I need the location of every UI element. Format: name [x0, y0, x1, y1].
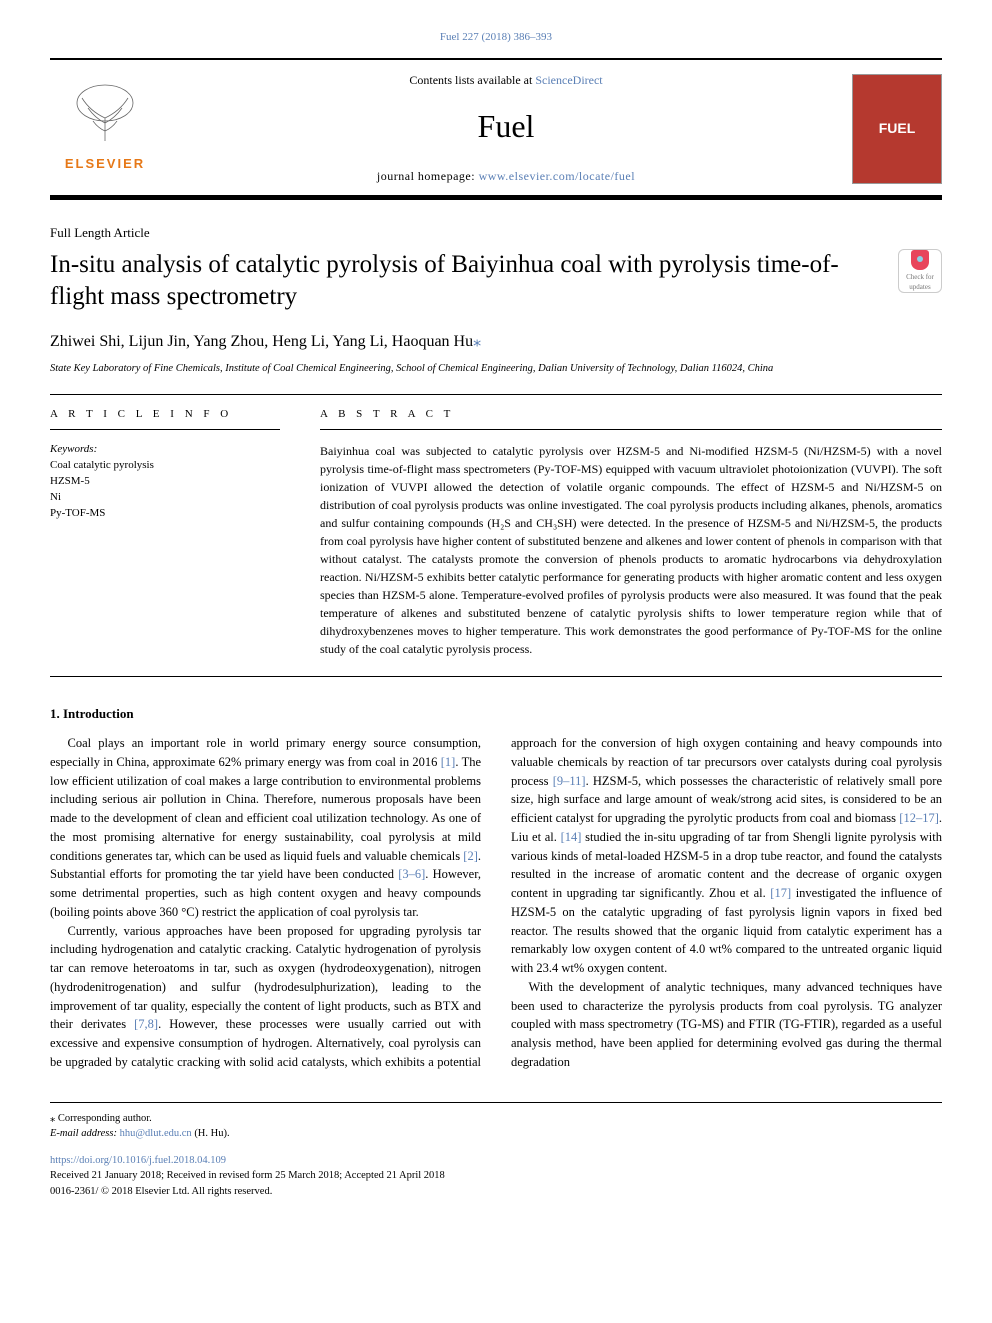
ref-link[interactable]: [12–17] [899, 811, 939, 825]
homepage-prefix: journal homepage: [377, 169, 479, 183]
corresponding-author-note: ⁎ Corresponding author. [50, 1111, 942, 1126]
body-span: . The low efficient utilization of coal … [50, 755, 481, 863]
crossmark-icon [911, 250, 929, 270]
body-span: Currently, various approaches have been … [50, 924, 481, 1032]
homepage-link[interactable]: www.elsevier.com/locate/fuel [479, 169, 636, 183]
sciencedirect-link[interactable]: ScienceDirect [535, 73, 602, 87]
ref-link[interactable]: [9–11] [553, 774, 586, 788]
ref-link[interactable]: [2] [463, 849, 478, 863]
doi-link[interactable]: https://doi.org/10.1016/j.fuel.2018.04.1… [50, 1155, 226, 1166]
publisher-logo: ELSEVIER [50, 74, 160, 184]
contents-line: Contents lists available at ScienceDirec… [160, 72, 852, 89]
check-updates-badge[interactable]: Check for updates [898, 249, 942, 293]
ref-link[interactable]: [1] [441, 755, 456, 769]
authors-text: Zhiwei Shi, Lijun Jin, Yang Zhou, Heng L… [50, 333, 473, 350]
top-citation-link[interactable]: Fuel 227 (2018) 386–393 [440, 31, 552, 43]
journal-name: Fuel [160, 103, 852, 149]
keyword: Ni [50, 490, 280, 506]
affiliation: State Key Laboratory of Fine Chemicals, … [50, 361, 942, 376]
abstract: A B S T R A C T Baiyinhua coal was subje… [320, 407, 942, 658]
body-text: Coal plays an important role in world pr… [50, 734, 942, 1072]
info-abstract-block: A R T I C L E I N F O Keywords: Coal cat… [50, 394, 942, 677]
article-title: In-situ analysis of catalytic pyrolysis … [50, 249, 878, 314]
badge-label: Check for updates [899, 272, 941, 292]
contents-prefix: Contents lists available at [409, 73, 535, 87]
ref-link[interactable]: [7,8] [134, 1017, 158, 1031]
email-link[interactable]: hhu@dlut.edu.cn [120, 1128, 192, 1139]
homepage-line: journal homepage: www.elsevier.com/locat… [160, 168, 852, 185]
top-citation: Fuel 227 (2018) 386–393 [50, 30, 942, 46]
publisher-brand: ELSEVIER [65, 155, 145, 174]
article-info: A R T I C L E I N F O Keywords: Coal cat… [50, 407, 280, 658]
email-suffix: (H. Hu). [192, 1128, 230, 1139]
email-label: E-mail address: [50, 1128, 120, 1139]
journal-cover: FUEL [852, 74, 942, 184]
abstract-heading: A B S T R A C T [320, 407, 942, 430]
doi-line: https://doi.org/10.1016/j.fuel.2018.04.1… [50, 1153, 942, 1168]
info-heading: A R T I C L E I N F O [50, 407, 280, 430]
article-history: Received 21 January 2018; Received in re… [50, 1168, 942, 1183]
ref-link[interactable]: [14] [561, 830, 582, 844]
journal-header: ELSEVIER Contents lists available at Sci… [50, 58, 942, 200]
keyword: HZSM-5 [50, 474, 280, 490]
section-heading: 1. Introduction [50, 705, 942, 724]
article-type: Full Length Article [50, 224, 942, 243]
keywords-label: Keywords: [50, 442, 280, 458]
footnotes: ⁎ Corresponding author. E-mail address: … [50, 1102, 942, 1141]
corresponding-mark[interactable]: ⁎ [473, 333, 481, 350]
ref-link[interactable]: [17] [770, 886, 791, 900]
elsevier-tree-icon [70, 83, 140, 151]
keyword: Py-TOF-MS [50, 506, 280, 522]
body-span: With the development of analytic techniq… [511, 980, 942, 1069]
body-span: Coal plays an important role in world pr… [50, 736, 481, 769]
author-list: Zhiwei Shi, Lijun Jin, Yang Zhou, Heng L… [50, 330, 942, 353]
email-line: E-mail address: hhu@dlut.edu.cn (H. Hu). [50, 1126, 942, 1141]
copyright: 0016-2361/ © 2018 Elsevier Ltd. All righ… [50, 1184, 942, 1199]
ref-link[interactable]: [3–6] [398, 867, 425, 881]
keyword: Coal catalytic pyrolysis [50, 458, 280, 474]
abstract-text: Baiyinhua coal was subjected to catalyti… [320, 442, 942, 658]
